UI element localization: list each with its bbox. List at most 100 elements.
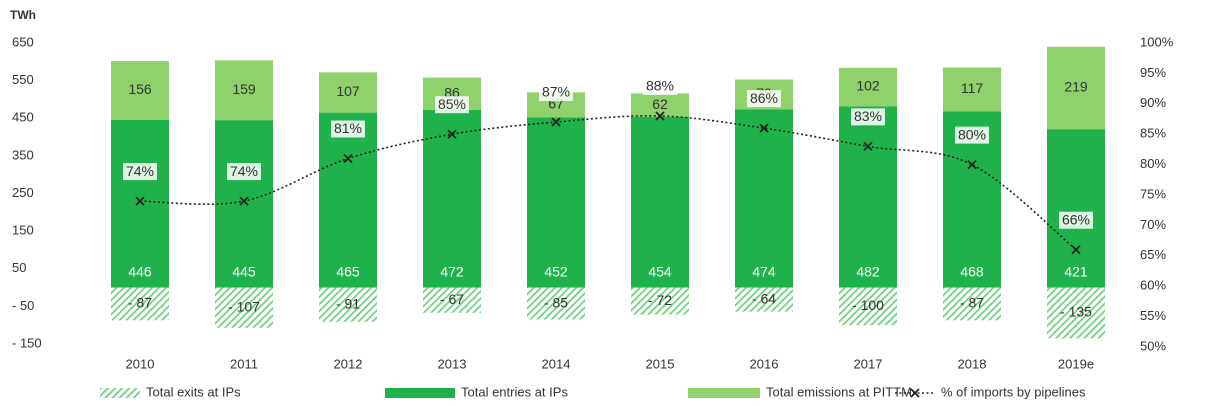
data-label: - 91 [336,295,360,311]
data-label: - 87 [128,295,152,311]
bar-segment [319,72,377,113]
bar-segment [1047,46,1105,130]
data-label: 66% [1062,211,1090,227]
legend-key [688,388,760,398]
legend-key [910,388,920,398]
data-label: 85% [438,96,466,112]
data-label: 87% [542,84,570,100]
bar-segment [111,287,169,321]
bar-segment [943,287,1001,321]
y2-tick-label: 90% [1140,95,1166,110]
label-box [539,84,573,102]
data-label: - 100 [852,297,884,313]
data-label: 62 [652,96,668,112]
marker [759,123,769,133]
data-label: 80% [958,126,986,142]
data-label: 421 [1064,263,1088,279]
data-label: 452 [544,263,568,279]
y2-tick-label: 60% [1140,278,1166,293]
label-box [331,120,365,138]
data-label: - 107 [228,298,260,314]
marker [655,111,665,121]
data-label: 474 [752,263,776,279]
label-box [955,126,989,144]
data-label: - 87 [960,295,984,311]
bar-segment [1047,129,1105,288]
data-label: 482 [856,263,880,279]
bar-segment [839,106,897,288]
bar-segment [319,112,377,288]
x-tick-label: 2014 [542,356,571,371]
y-tick-label: 50 [12,260,26,275]
y-tick-label: 550 [12,72,34,87]
label-box [643,77,677,95]
label-box [747,90,781,108]
data-label: 81% [334,120,362,136]
data-label: 445 [232,263,256,279]
bar-segment [423,109,481,288]
y-tick-label: - 50 [12,298,34,313]
y2-tick-label: 80% [1140,156,1166,171]
marker [551,117,561,127]
legend-label: Total exits at IPs [146,384,241,399]
bar-segment [215,60,273,121]
marker [239,196,249,206]
bar-segment [839,287,897,326]
y2-tick-label: 55% [1140,308,1166,323]
label-box [1059,211,1093,229]
x-tick-label: 2013 [438,356,467,371]
bar-segment [527,287,585,320]
bar-segment [215,287,273,328]
legend-label: % of imports by pipelines [941,384,1086,399]
marker [343,153,353,164]
bar-segment [111,119,169,288]
y2-tick-label: 65% [1140,247,1166,262]
data-label: 107 [336,83,360,99]
bar-segment [943,67,1001,112]
data-label: - 85 [544,294,568,310]
data-label: 117 [961,80,984,96]
y-tick-label: - 150 [12,335,42,350]
x-tick-label: 2011 [230,356,258,371]
marker [863,141,873,151]
label-box [123,163,157,181]
y2-tick-label: 50% [1140,338,1166,353]
x-tick-label: 2012 [334,356,363,371]
line [139,115,1077,251]
bar-segment [423,287,481,313]
y-tick-label: 650 [12,34,34,49]
bar-segment [631,116,689,288]
bar-segment [839,67,897,107]
data-label: 83% [854,108,882,124]
x-tick-label: 2018 [958,356,987,371]
data-label: - 135 [1060,304,1092,320]
data-label: 465 [336,263,360,279]
marker [967,159,977,170]
y-tick-label: 350 [12,147,34,162]
marker [1071,245,1081,255]
bar-segment [735,287,793,312]
y-axis-title: TWh [10,8,36,22]
y2-tick-label: 100% [1140,34,1174,49]
marker [135,196,145,206]
data-label: 74% [126,163,154,179]
legend-label: Total entries at IPs [461,384,568,399]
y2-tick-label: 75% [1140,186,1166,201]
data-label: 86% [750,90,778,106]
y2-tick-label: 95% [1140,65,1166,80]
x-tick-label: 2015 [646,356,675,371]
bar-segment [527,117,585,288]
label-box [227,163,261,181]
bar-segment [319,287,377,322]
legend-key [100,388,140,398]
data-label: - 67 [440,291,464,307]
x-tick-label: 2019e [1058,356,1094,371]
data-label: 472 [440,263,464,279]
bar-segment [111,61,169,120]
bar-segment [631,93,689,117]
label-box [851,108,885,126]
x-tick-label: 2017 [854,356,883,371]
y2-tick-label: 85% [1140,126,1166,141]
data-label: 88% [646,78,674,94]
